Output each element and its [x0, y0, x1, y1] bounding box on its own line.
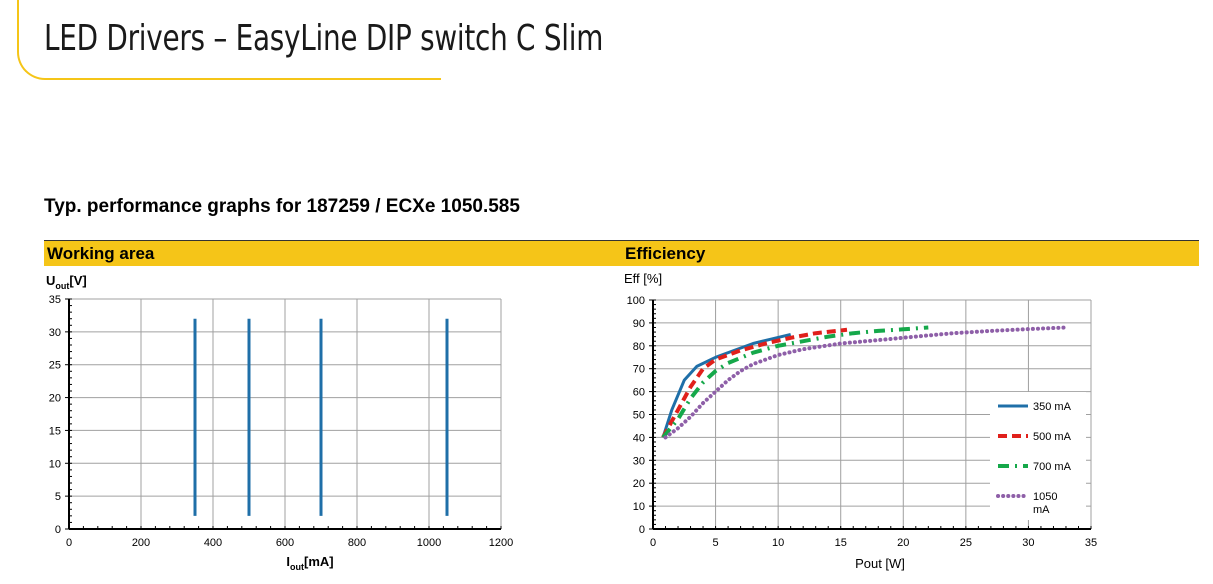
efficiency-xtick-label: 15 — [835, 537, 847, 549]
working-area-ytick-label: 5 — [55, 491, 61, 503]
working-area-xtick-label: 800 — [348, 537, 366, 549]
efficiency-legend-label: 350 mA — [1033, 401, 1072, 413]
working-area-xtick-label: 1200 — [489, 537, 513, 549]
efficiency-xtick-label: 30 — [1022, 537, 1034, 549]
working-area-ytick-label: 20 — [49, 393, 61, 405]
efficiency-ytick-label: 10 — [633, 501, 645, 513]
efficiency-ytick-label: 50 — [633, 410, 645, 422]
working-area-ytick-label: 25 — [49, 360, 61, 372]
efficiency-ytick-label: 70 — [633, 364, 645, 376]
working-area-chart: 0 5 10 15 20 25 30 35 0 200 400 600 800 1000 1200 — [49, 294, 513, 549]
efficiency-ytick-label: 40 — [633, 432, 645, 444]
page-title: LED Drivers – EasyLine DIP switch C Slim — [44, 18, 604, 59]
efficiency-ytick-label: 90 — [633, 318, 645, 330]
efficiency-xtick-label: 5 — [713, 537, 719, 549]
efficiency-legend-label: 1050 mA — [1033, 491, 1057, 516]
efficiency-series-line — [663, 325, 1068, 440]
efficiency-xtick-label: 10 — [772, 537, 784, 549]
efficiency-series-line — [661, 325, 929, 439]
efficiency-xtick-label: 35 — [1085, 537, 1097, 549]
efficiency-xlabel: Pout [W] — [855, 556, 905, 571]
efficiency-ytick-label: 80 — [633, 341, 645, 353]
working-area-xtick-label: 0 — [66, 537, 72, 549]
efficiency-xtick-label: 25 — [960, 537, 972, 549]
working-area-ylabel: Uout[V] — [46, 273, 87, 291]
working-area-ytick-label: 35 — [49, 294, 61, 306]
efficiency-chart: 0 10 20 30 40 50 60 70 80 90 100 0 5 10 15 20 25 30 35 350 … — [627, 295, 1097, 549]
working-area-xlabel: Iout[mA] — [286, 554, 333, 572]
working-area-title-bar: Working area — [44, 240, 622, 266]
working-area-ytick-label: 10 — [49, 458, 61, 470]
section-heading: Typ. performance graphs for 187259 / ECX… — [44, 196, 520, 217]
header-frame — [17, 0, 441, 80]
efficiency-xtick-label: 0 — [650, 537, 656, 549]
efficiency-xtick-label: 20 — [897, 537, 909, 549]
working-area-xtick-label: 600 — [276, 537, 294, 549]
working-area-ytick-label: 30 — [49, 327, 61, 339]
efficiency-series-line — [661, 332, 792, 438]
efficiency-ytick-label: 30 — [633, 455, 645, 467]
efficiency-ylabel: Eff [%] — [624, 271, 662, 286]
efficiency-legend-label: 500 mA — [1033, 431, 1072, 443]
efficiency-legend-box — [990, 392, 1086, 520]
efficiency-ytick-label: 0 — [639, 524, 645, 536]
working-area-xtick-label: 1000 — [417, 537, 441, 549]
efficiency-series-line — [661, 327, 848, 439]
efficiency-ytick-label: 60 — [633, 387, 645, 399]
efficiency-legend: 350 mA 500 mA 700 mA 1050 mA — [990, 392, 1086, 520]
efficiency-title-bar: Efficiency — [622, 240, 1199, 266]
efficiency-legend-label: 700 mA — [1033, 461, 1072, 473]
working-area-xtick-label: 200 — [132, 537, 150, 549]
working-area-ytick-label: 0 — [55, 524, 61, 536]
working-area-xtick-label: 400 — [204, 537, 222, 549]
efficiency-ytick-label: 20 — [633, 478, 645, 490]
efficiency-ytick-label: 100 — [627, 295, 645, 307]
working-area-ytick-label: 15 — [49, 425, 61, 437]
